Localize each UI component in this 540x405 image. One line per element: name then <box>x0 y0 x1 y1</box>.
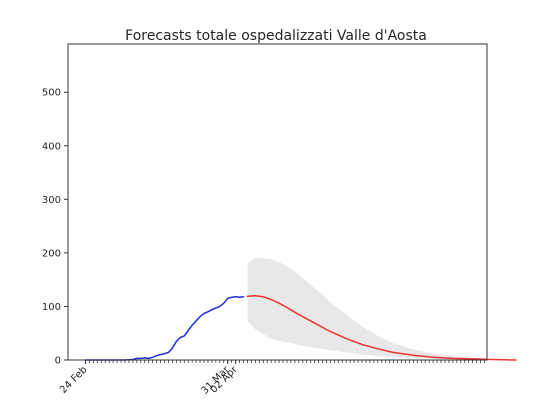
y-axis: 0 100 200 300 400 500 <box>42 88 68 367</box>
x-tick-label: 24 Feb <box>58 364 90 396</box>
confidence-band <box>247 258 516 360</box>
y-tick-label: 100 <box>42 302 61 313</box>
plot-frame <box>67 43 488 361</box>
y-tick-label: 300 <box>42 195 61 206</box>
y-tick-label: 400 <box>42 141 61 152</box>
y-tick-label: 200 <box>42 248 61 259</box>
y-tick-label: 0 <box>55 356 61 367</box>
series-line-2 <box>246 294 517 361</box>
series-line-1 <box>84 296 245 361</box>
confidence-band-layer <box>247 258 516 360</box>
y-tick-label: 500 <box>42 88 61 99</box>
chart-title: Forecasts totale ospedalizzati Valle d'A… <box>125 28 427 44</box>
